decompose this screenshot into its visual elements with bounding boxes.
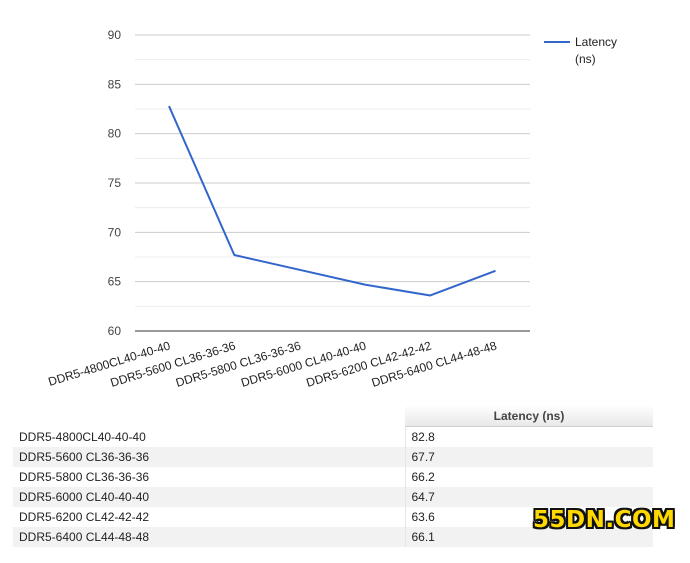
table-row: DDR5-6400 CL44-48-48 66.1 — [13, 527, 653, 547]
table-header-latency: Latency (ns) — [405, 405, 653, 427]
table-cell-latency: 66.2 — [404, 467, 653, 487]
table-header-category — [13, 405, 405, 427]
table-cell-latency: 63.6 — [404, 507, 653, 527]
table-cell-memory: DDR5-5600 CL36-36-36 — [13, 447, 405, 467]
y-tick-label: 75 — [108, 176, 122, 190]
gridlines — [135, 34, 530, 332]
table-header-row: Latency (ns) — [13, 405, 653, 427]
table-row: DDR5-4800CL40-40-40 82.8 — [13, 426, 653, 447]
table-cell-latency: 82.8 — [404, 426, 653, 447]
y-tick-label: 65 — [108, 275, 122, 289]
table-row: DDR5-6200 CL42-42-42 63.6 — [13, 507, 653, 527]
data-table: Latency (ns) DDR5-4800CL40-40-40 82.8 DDR5… — [13, 405, 653, 547]
y-tick-label: 85 — [108, 77, 122, 91]
table-row: DDR5-6000 CL40-40-40 64.7 — [13, 487, 653, 507]
table-cell-latency: 64.7 — [404, 487, 653, 507]
table-cell-memory: DDR5-6000 CL40-40-40 — [13, 487, 405, 507]
table-cell-latency: 67.7 — [404, 447, 653, 467]
table-cell-memory: DDR5-6400 CL44-48-48 — [13, 527, 405, 547]
line-chart: 60 65 70 75 80 85 90 DDR5-4800CL40-40-40DDR5-5… — [47, 28, 617, 390]
table-cell-memory: DDR5-5800 CL36-36-36 — [19, 470, 150, 484]
table-cell-memory: DDR5-4800CL40-40-40 — [19, 429, 146, 444]
legend: Latency (ns) — [544, 35, 617, 66]
table-cell-memory: DDR5-6200 CL42-42-42 — [19, 510, 150, 524]
table-cell-latency: 66.1 — [404, 527, 653, 547]
y-tick-label: 70 — [108, 225, 122, 239]
table-row: DDR5-5800 CL36-36-36 66.2 — [13, 467, 653, 487]
table-row: DDR5-5600 CL36-36-36 67.7 — [13, 447, 653, 467]
y-tick-label: 60 — [108, 324, 122, 338]
series-line-latency — [168, 105, 496, 297]
legend-label-line-2: (ns) — [575, 52, 596, 66]
y-tick-label: 80 — [108, 127, 122, 141]
legend-label-line-1: Latency — [575, 35, 617, 49]
series-layer — [168, 105, 496, 297]
y-axis-ticks: 60 65 70 75 80 85 90 — [108, 28, 122, 338]
y-tick-label: 90 — [108, 28, 122, 42]
watermark-logo: 55DN.COM — [533, 507, 676, 533]
